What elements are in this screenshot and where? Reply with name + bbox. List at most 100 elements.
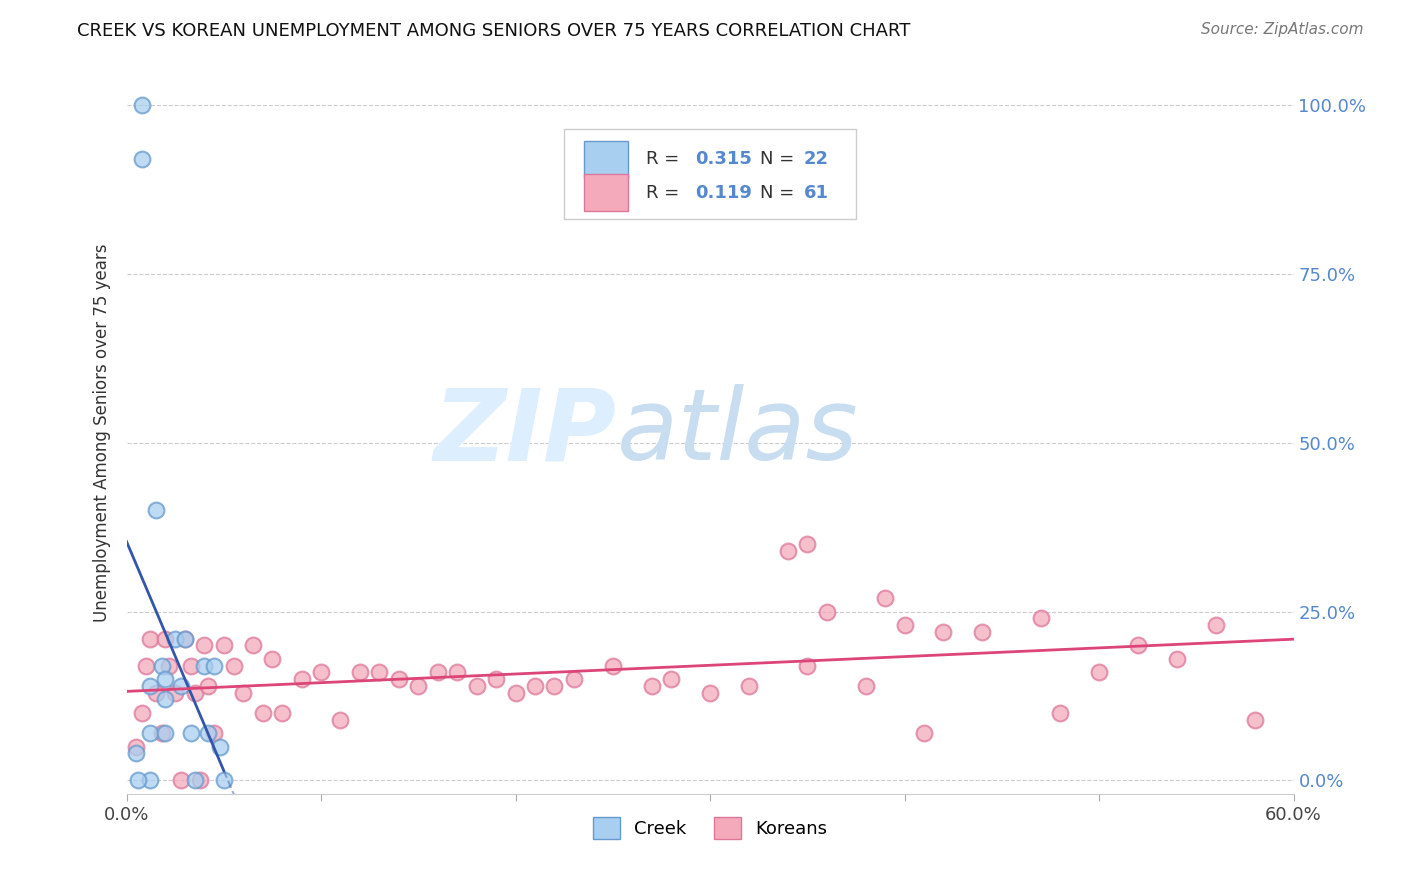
Point [155,692,177,706]
Point [183,685,205,699]
Point [190,773,212,788]
Text: ZIP: ZIP [433,384,617,481]
Point [165,632,187,646]
Point [505,685,527,699]
Point [815,605,838,619]
Point [174,632,197,646]
Point [408,679,430,693]
Point [174,632,197,646]
Point [170,773,193,788]
Point [155,726,177,740]
Text: N =: N = [761,151,800,169]
Point [222,658,245,673]
Point [212,773,235,788]
Point [197,679,219,693]
Point [1088,665,1111,680]
Point [1243,713,1265,727]
Point [776,543,799,558]
Point [150,726,173,740]
Point [368,665,391,680]
Point [202,658,225,673]
Point [139,632,162,646]
Point [180,658,202,673]
Point [912,726,935,740]
Point [641,679,664,693]
Text: 0.315: 0.315 [695,151,752,169]
Point [262,652,284,666]
Point [139,726,162,740]
Point [131,706,153,720]
Point [875,591,897,605]
Point [738,679,761,693]
Point [388,672,411,686]
Point [193,638,215,652]
Point [446,665,468,680]
Text: 22: 22 [803,151,828,169]
Text: 0.119: 0.119 [695,184,752,202]
Point [242,638,264,652]
Point [180,726,202,740]
Point [145,685,167,699]
Point [796,537,818,551]
Text: Source: ZipAtlas.com: Source: ZipAtlas.com [1201,22,1364,37]
Point [465,679,488,693]
Point [145,503,167,517]
Point [699,685,721,699]
Point [125,739,148,754]
Point [796,658,818,673]
Point [349,665,371,680]
Point [1166,652,1188,666]
Bar [583,174,628,211]
Point [155,632,177,646]
Point [271,706,294,720]
Text: CREEK VS KOREAN UNEMPLOYMENT AMONG SENIORS OVER 75 YEARS CORRELATION CHART: CREEK VS KOREAN UNEMPLOYMENT AMONG SENIO… [77,22,911,40]
Point [155,672,177,686]
Point [150,658,173,673]
Point [131,98,153,112]
Point [252,706,274,720]
Point [1049,706,1071,720]
Point [170,679,193,693]
Point [562,672,585,686]
Point [543,679,565,693]
Point [157,658,180,673]
Point [659,672,682,686]
Point [1126,638,1149,652]
Point [165,685,187,699]
Point [183,773,205,788]
Point [208,739,231,754]
Text: R =: R = [645,184,685,202]
Y-axis label: Unemployment Among Seniors over 75 years: Unemployment Among Seniors over 75 years [93,244,111,622]
Point [290,672,312,686]
Point [1029,611,1052,625]
Point [131,152,153,166]
Point [139,679,162,693]
Text: N =: N = [761,184,800,202]
Text: atlas: atlas [617,384,858,481]
Point [135,658,157,673]
Point [202,726,225,740]
Point [485,672,508,686]
Point [972,624,994,639]
Bar [583,141,628,178]
Point [125,747,148,761]
Point [1205,618,1227,632]
Point [426,665,449,680]
Point [193,658,215,673]
Text: R =: R = [645,151,685,169]
Point [602,658,624,673]
Legend: Creek, Koreans: Creek, Koreans [586,810,834,847]
Point [127,773,149,788]
Point [139,773,162,788]
Point [197,726,219,740]
Point [932,624,955,639]
Point [855,679,877,693]
Text: 61: 61 [803,184,828,202]
Point [893,618,915,632]
Point [523,679,546,693]
Point [329,713,352,727]
FancyBboxPatch shape [564,129,856,219]
Point [309,665,332,680]
Point [232,685,254,699]
Point [212,638,235,652]
